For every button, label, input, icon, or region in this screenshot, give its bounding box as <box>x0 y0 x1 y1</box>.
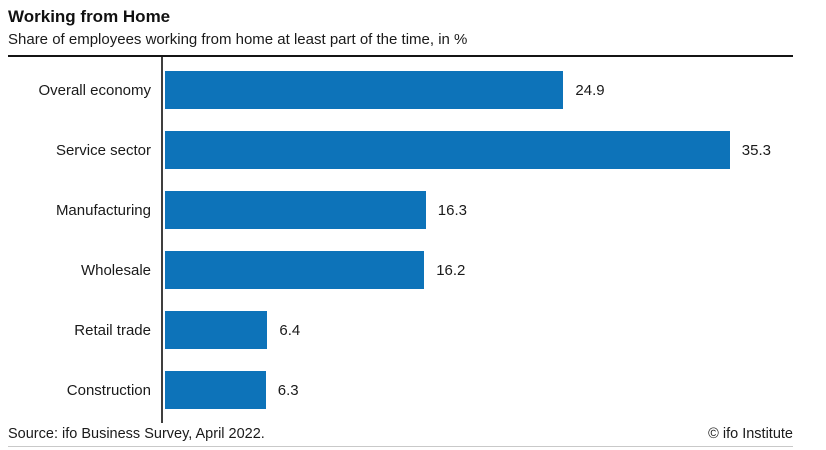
chart-title: Working from Home <box>8 7 171 26</box>
bar <box>165 311 268 349</box>
chart-row: Construction 6.3 <box>8 360 793 420</box>
chart-row: Overall economy 24.9 <box>8 60 793 120</box>
chart-row: Service sector 35.3 <box>8 120 793 180</box>
source-note: Source: ifo Business Survey, April 2022. <box>8 426 265 442</box>
y-axis-line <box>161 57 163 423</box>
category-label: Manufacturing <box>55 201 151 219</box>
value-label: 6.3 <box>277 381 299 399</box>
bar <box>165 371 266 409</box>
bar-plot-area: 24.9 <box>165 60 793 120</box>
category-label: Overall economy <box>38 81 151 99</box>
category-label: Retail trade <box>74 321 151 339</box>
chart-row: Manufacturing 16.3 <box>8 180 793 240</box>
chart-footer: Source: ifo Business Survey, April 2022.… <box>8 423 793 443</box>
bar-plot-area: 6.4 <box>165 300 793 360</box>
footer-divider <box>8 446 793 447</box>
value-label: 24.9 <box>575 81 605 99</box>
bar-plot-area: 16.2 <box>165 240 793 300</box>
category-label: Service sector <box>55 141 151 159</box>
bar <box>165 191 426 229</box>
bar <box>165 71 564 109</box>
category-label: Wholesale <box>80 261 151 279</box>
bar-chart: Overall economy 24.9 Service sector 35.3 Man… <box>8 57 793 423</box>
header-divider <box>8 55 793 57</box>
chart-subtitle: Share of employees working from home at … <box>8 31 468 48</box>
bar <box>165 251 425 289</box>
bar-plot-area: 6.3 <box>165 360 793 420</box>
chart-row: Retail trade 6.4 <box>8 300 793 360</box>
chart-row: Wholesale 16.2 <box>8 240 793 300</box>
bar-plot-area: 35.3 <box>165 120 793 180</box>
bar-plot-area: 16.3 <box>165 180 793 240</box>
copyright-note: © ifo Institute <box>708 426 793 442</box>
value-label: 16.3 <box>437 201 467 219</box>
value-label: 35.3 <box>741 141 771 159</box>
value-label: 16.2 <box>436 261 466 279</box>
category-label: Construction <box>66 381 151 399</box>
value-label: 6.4 <box>279 321 301 339</box>
bar <box>165 131 730 169</box>
